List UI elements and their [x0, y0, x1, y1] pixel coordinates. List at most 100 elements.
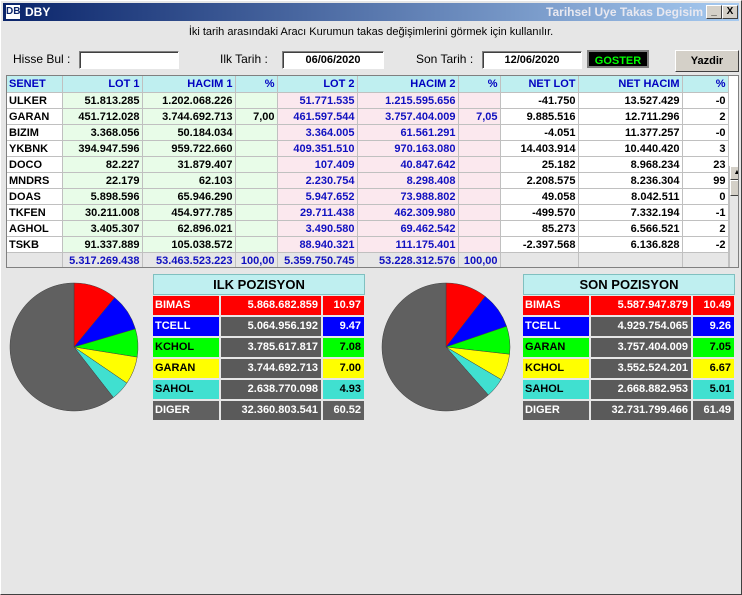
table-cell: 451.712.028 — [62, 108, 143, 125]
minimize-button[interactable]: _ — [706, 5, 722, 19]
position-row: TCELL 4.929.754.065 9.26 — [523, 317, 735, 337]
window-title: DBY — [25, 5, 51, 19]
table-row[interactable]: DOCO 82.227 31.879.407 107.409 40.847.642 25.… — [7, 156, 729, 173]
son-tarih-input[interactable]: 12/06/2020 — [482, 51, 582, 69]
position-pct: 10.97 — [323, 296, 364, 315]
position-value: 5.587.947.879 — [591, 296, 691, 315]
table-cell: 1.202.068.226 — [142, 92, 236, 109]
table-cell: 85.273 — [500, 220, 579, 237]
position-value: 2.668.882.953 — [591, 380, 691, 399]
scroll-up-icon[interactable]: ▲ — [730, 166, 738, 180]
pie-slice-diger — [381, 282, 489, 412]
table-cell: YKBNK — [7, 140, 63, 157]
table-cell: 107.409 — [277, 156, 358, 173]
col-header-net-hacim[interactable]: NET HACIM — [578, 76, 683, 93]
table-cell: 7,05 — [458, 108, 501, 125]
close-button[interactable]: X — [722, 5, 738, 19]
table-cell: BIZIM — [7, 124, 63, 141]
position-pct: 7.08 — [323, 338, 364, 357]
total-cell: 53.463.523.223 — [142, 252, 236, 267]
table-cell: TSKB — [7, 236, 63, 253]
window-subtitle: Tarihsel Uye Takas Degisim — [546, 5, 703, 19]
table-cell: 9.885.516 — [500, 108, 579, 125]
title-bar[interactable]: DB DBY Tarihsel Uye Takas Degisim _ X — [3, 3, 739, 21]
table-cell: DOCO — [7, 156, 63, 173]
position-name: SAHOL — [523, 380, 589, 399]
table-cell: 99 — [682, 172, 729, 189]
position-name: BIMAS — [153, 296, 219, 315]
table-cell: 51.771.535 — [277, 92, 358, 109]
son-pozisyon-title: SON POZISYON — [523, 274, 735, 295]
table-cell — [235, 156, 278, 173]
table-cell: 409.351.510 — [277, 140, 358, 157]
table-cell — [458, 156, 501, 173]
grid-scrollbar[interactable]: ▲ ▼ — [729, 166, 738, 267]
total-cell: 5.317.269.438 — [62, 252, 143, 267]
table-row[interactable]: TKFEN 30.211.008 454.977.785 29.711.438 462.… — [7, 204, 729, 221]
yazdir-button[interactable]: Yazdir — [675, 50, 739, 72]
col-header-lot2[interactable]: LOT 2 — [277, 76, 358, 93]
table-row[interactable]: DOAS 5.898.596 65.946.290 5.947.652 73.988.8… — [7, 188, 729, 205]
table-cell: DOAS — [7, 188, 63, 205]
table-row[interactable]: BIZIM 3.368.056 50.184.034 3.364.005 61.561.… — [7, 124, 729, 141]
table-cell: 65.946.290 — [142, 188, 236, 205]
table-cell: MNDRS — [7, 172, 63, 189]
hisse-input[interactable] — [79, 51, 179, 69]
position-name: KCHOL — [153, 338, 219, 357]
table-cell — [458, 92, 501, 109]
table-cell: 13.527.429 — [578, 92, 683, 109]
table-cell: 25.182 — [500, 156, 579, 173]
table-cell: 7.332.194 — [578, 204, 683, 221]
total-cell: 100,00 — [235, 252, 278, 267]
col-header-lot1[interactable]: LOT 1 — [62, 76, 143, 93]
table-cell: 3.368.056 — [62, 124, 143, 141]
table-row[interactable]: MNDRS 22.179 62.103 2.230.754 8.298.408 2.208… — [7, 172, 729, 189]
position-name: BIMAS — [523, 296, 589, 315]
hisse-label: Hisse Bul : — [13, 52, 71, 66]
table-cell: -2 — [682, 236, 729, 253]
col-header-net-pct[interactable]: % — [682, 76, 729, 93]
goster-button[interactable]: GOSTER — [587, 50, 649, 68]
position-value: 2.638.770.098 — [221, 380, 321, 399]
table-cell — [458, 140, 501, 157]
table-cell: 3.744.692.713 — [142, 108, 236, 125]
table-cell: 61.561.291 — [357, 124, 459, 141]
table-cell: TKFEN — [7, 204, 63, 221]
position-row: BIMAS 5.868.682.859 10.97 — [153, 296, 365, 316]
table-row[interactable]: AGHOL 3.405.307 62.896.021 3.490.580 69.462.… — [7, 220, 729, 237]
total-cell — [500, 252, 579, 267]
table-cell: 40.847.642 — [357, 156, 459, 173]
position-name: TCELL — [153, 317, 219, 336]
position-pct: 9.47 — [323, 317, 364, 336]
table-cell — [235, 124, 278, 141]
position-value: 3.757.404.009 — [591, 338, 691, 357]
col-header-pct2[interactable]: % — [458, 76, 501, 93]
ilk-tarih-input[interactable]: 06/06/2020 — [282, 51, 384, 69]
table-cell: 62.103 — [142, 172, 236, 189]
table-row[interactable]: ULKER 51.813.285 1.202.068.226 51.771.535 1.… — [7, 92, 729, 109]
col-header-hacim1[interactable]: HACIM 1 — [142, 76, 236, 93]
takas-grid: SENET LOT 1 HACIM 1 % LOT 2 HACIM 2 % NE… — [6, 75, 739, 268]
col-header-net-lot[interactable]: NET LOT — [500, 76, 579, 93]
table-cell: 959.722.660 — [142, 140, 236, 157]
table-row[interactable]: GARAN 451.712.028 3.744.692.713 7,00 461.597… — [7, 108, 729, 125]
col-header-pct1[interactable]: % — [235, 76, 278, 93]
position-row: KCHOL 3.552.524.201 6.67 — [523, 359, 735, 379]
table-cell: 10.440.420 — [578, 140, 683, 157]
table-cell: 8.236.304 — [578, 172, 683, 189]
table-cell: 6.566.521 — [578, 220, 683, 237]
table-row[interactable]: YKBNK 394.947.596 959.722.660 409.351.510 97… — [7, 140, 729, 157]
table-row[interactable]: TSKB 91.337.889 105.038.572 88.940.321 111.1… — [7, 236, 729, 253]
total-cell: 53.228.312.576 — [357, 252, 459, 267]
table-cell: 462.309.980 — [357, 204, 459, 221]
table-cell — [235, 140, 278, 157]
col-header-senet[interactable]: SENET — [7, 76, 63, 93]
position-value: 5.868.682.859 — [221, 296, 321, 315]
col-header-hacim2[interactable]: HACIM 2 — [357, 76, 459, 93]
table-cell: 69.462.542 — [357, 220, 459, 237]
scroll-thumb[interactable] — [730, 180, 738, 196]
position-name: GARAN — [153, 359, 219, 378]
table-cell: 454.977.785 — [142, 204, 236, 221]
position-pct: 5.01 — [693, 380, 734, 399]
